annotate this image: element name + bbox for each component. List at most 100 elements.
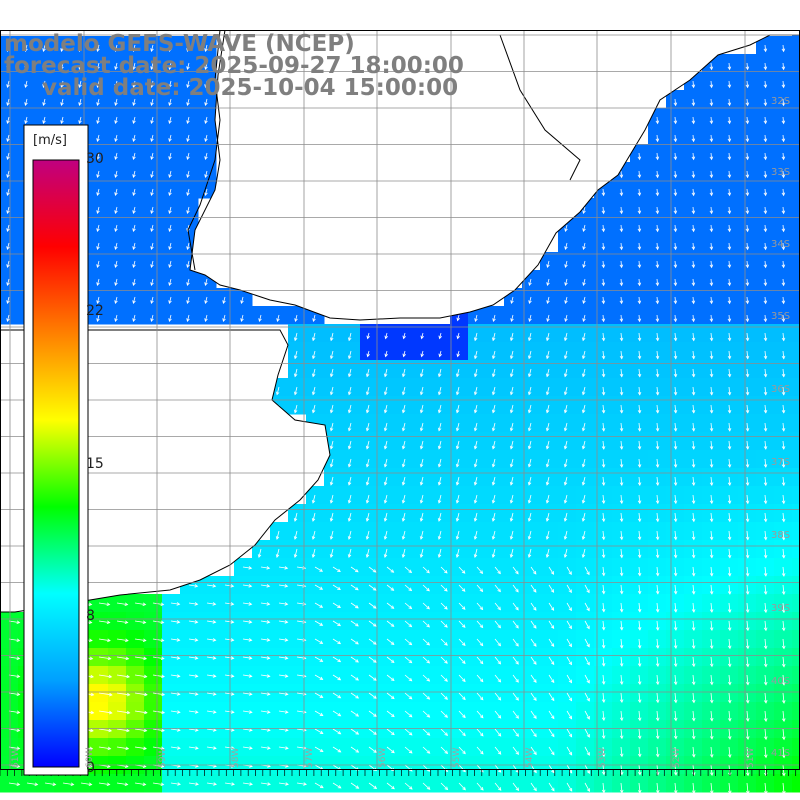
wind-arrow-head bbox=[132, 174, 136, 179]
wind-arrow-head bbox=[461, 624, 466, 628]
wind-arrow bbox=[260, 656, 270, 659]
wind-arrow-head bbox=[230, 584, 235, 588]
wind-arrow bbox=[602, 314, 605, 322]
wind-arrow-head bbox=[168, 282, 172, 287]
wind-arrow bbox=[420, 458, 424, 467]
wind-arrow bbox=[205, 314, 208, 322]
wind-arrow bbox=[368, 674, 377, 681]
wind-arrow bbox=[456, 458, 460, 467]
wind-arrow bbox=[656, 746, 659, 757]
wind-arrow bbox=[438, 512, 442, 522]
wind-arrow bbox=[314, 728, 324, 734]
wind-arrow-head bbox=[515, 715, 519, 719]
wind-arrow-head bbox=[168, 264, 172, 269]
wind-arrow bbox=[438, 458, 442, 467]
wind-arrow bbox=[566, 620, 572, 629]
wind-arrow bbox=[602, 422, 605, 431]
wind-arrow-head bbox=[194, 710, 199, 714]
wind-arrow-head bbox=[551, 697, 555, 702]
wind-arrow-head bbox=[144, 692, 148, 697]
wind-arrow-head bbox=[727, 120, 732, 125]
wind-arrow bbox=[440, 584, 448, 592]
wind-arrow-head bbox=[42, 66, 46, 71]
wind-arrow-head bbox=[601, 210, 606, 215]
wind-arrow-head bbox=[655, 355, 660, 360]
wind-arrow-head bbox=[319, 658, 324, 662]
wind-arrow bbox=[404, 710, 413, 718]
wind-arrow-head bbox=[781, 681, 786, 686]
border-line bbox=[187, 29, 221, 271]
wind-arrow-head bbox=[402, 335, 406, 340]
wind-arrow bbox=[692, 152, 695, 160]
wind-arrow-head bbox=[194, 656, 199, 660]
wind-arrow bbox=[674, 224, 677, 232]
wind-arrow-head bbox=[347, 481, 352, 486]
wind-arrow bbox=[728, 422, 731, 431]
wind-arrow bbox=[710, 782, 713, 794]
wind-arrow-head bbox=[655, 300, 660, 305]
wind-arrow-head bbox=[568, 607, 572, 612]
wind-arrow bbox=[674, 206, 677, 214]
wind-arrow-head bbox=[655, 120, 660, 125]
wind-arrow-head bbox=[390, 677, 395, 682]
wind-arrow-head bbox=[497, 769, 502, 773]
wind-arrow bbox=[546, 548, 550, 558]
wind-arrow-head bbox=[373, 731, 377, 735]
wind-arrow bbox=[746, 98, 749, 106]
wind-arrow-head bbox=[763, 300, 768, 305]
wind-arrow bbox=[710, 530, 713, 540]
wind-arrow bbox=[692, 242, 695, 250]
wind-arrow-head bbox=[390, 605, 395, 609]
wind-arrow bbox=[402, 386, 406, 395]
wind-arrow-head bbox=[491, 554, 496, 558]
wind-arrow bbox=[404, 692, 413, 700]
wind-arrow bbox=[116, 656, 129, 660]
wind-arrow-head bbox=[275, 554, 280, 558]
wind-arrow bbox=[224, 728, 235, 731]
wind-arrow-head bbox=[781, 192, 786, 197]
wind-arrow-head bbox=[60, 48, 64, 53]
wind-arrow bbox=[493, 314, 496, 322]
wind-arrow bbox=[528, 350, 532, 359]
wind-arrow-head bbox=[637, 282, 642, 287]
wind-arrow bbox=[746, 512, 749, 522]
wind-arrow bbox=[223, 314, 226, 322]
wind-arrow-head bbox=[186, 282, 190, 287]
wind-arrow-head bbox=[329, 337, 334, 342]
wind-arrow bbox=[169, 134, 172, 142]
wind-arrow bbox=[510, 512, 514, 522]
wind-arrow bbox=[438, 386, 442, 395]
wind-arrow bbox=[764, 584, 767, 595]
wind-cell bbox=[792, 360, 800, 379]
wind-arrow bbox=[151, 170, 154, 178]
wind-arrow-head bbox=[586, 752, 590, 756]
wind-vector-arrows bbox=[6, 12, 800, 795]
wind-arrow-head bbox=[168, 210, 172, 215]
wind-arrow bbox=[582, 422, 586, 431]
colorbar-tick-30: 30 bbox=[86, 151, 104, 167]
wind-arrow-head bbox=[781, 210, 786, 215]
wind-arrow-head bbox=[230, 602, 235, 606]
wind-arrow-head bbox=[709, 482, 714, 487]
wind-arrow bbox=[492, 494, 496, 504]
wind-arrow-head bbox=[60, 102, 64, 107]
wind-arrow bbox=[296, 728, 307, 731]
wind-arrow bbox=[674, 350, 677, 359]
wind-arrow bbox=[294, 404, 298, 413]
wind-arrow bbox=[7, 206, 10, 214]
wind-arrow bbox=[440, 692, 448, 700]
lat-label: 39S bbox=[771, 603, 791, 614]
wind-cell bbox=[792, 396, 800, 415]
wind-arrow-head bbox=[545, 445, 550, 450]
wind-arrow bbox=[530, 584, 537, 593]
wind-arrow-head bbox=[528, 282, 532, 287]
wind-arrow bbox=[188, 782, 199, 785]
wind-arrow bbox=[582, 404, 586, 413]
wind-arrow-head bbox=[655, 645, 660, 649]
wind-arrow-head bbox=[6, 318, 10, 323]
wind-arrow-head bbox=[619, 228, 624, 233]
wind-arrow bbox=[44, 782, 56, 785]
wind-arrow bbox=[674, 476, 677, 486]
wind-arrow bbox=[242, 656, 252, 659]
wind-arrow-head bbox=[581, 481, 586, 486]
